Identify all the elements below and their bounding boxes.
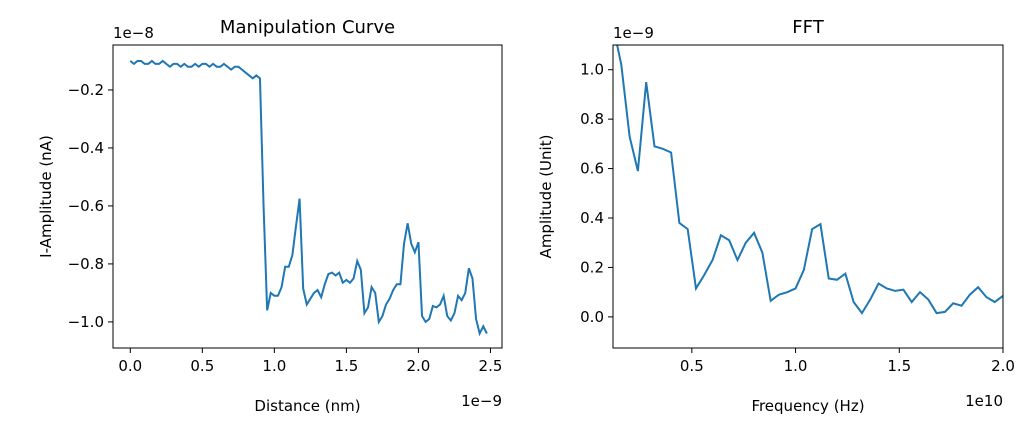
x-tick-label: 2.0 xyxy=(407,357,431,375)
y-tick-label: 0.4 xyxy=(580,209,604,227)
y-tick-label: 0.2 xyxy=(580,258,604,276)
y-tick-label: −1.0 xyxy=(68,313,104,331)
y-tick-label: −0.2 xyxy=(68,81,104,99)
x-axis-label: Distance (nm) xyxy=(254,397,360,415)
x-axis-label: Frequency (Hz) xyxy=(751,397,864,415)
x-tick-label: 1.5 xyxy=(334,357,358,375)
data-line xyxy=(129,59,488,337)
x-tick-label: 2.5 xyxy=(479,357,503,375)
y-tick-label: −0.8 xyxy=(68,255,104,273)
axes-frame xyxy=(112,44,503,349)
y-tick-label: 1.0 xyxy=(580,61,604,79)
x-tick-label: 2.0 xyxy=(991,357,1015,375)
chart-title: Manipulation Curve xyxy=(220,17,395,38)
axes-frame xyxy=(612,44,1004,349)
x-tick-label: 0.0 xyxy=(118,357,142,375)
x-tick-label: 0.5 xyxy=(190,357,214,375)
y-tick-label: −0.4 xyxy=(68,139,104,157)
x-tick-label: 1.5 xyxy=(887,357,911,375)
x-offset-text: 1e10 xyxy=(965,392,1003,410)
data-line xyxy=(616,45,1003,315)
y-tick-label: 0.0 xyxy=(580,308,604,326)
y-tick-label: 0.6 xyxy=(580,160,604,178)
y-tick-label: −0.6 xyxy=(68,197,104,215)
x-offset-text: 1e−9 xyxy=(461,392,502,410)
y-axis-label: I-Amplitude (nA) xyxy=(37,135,55,258)
x-tick-label: 1.0 xyxy=(784,357,808,375)
y-offset-text: 1e−9 xyxy=(613,24,654,42)
chart-title: FFT xyxy=(792,17,824,38)
y-offset-text: 1e−8 xyxy=(113,24,154,42)
x-tick-label: 0.5 xyxy=(680,357,704,375)
y-tick-label: 0.8 xyxy=(580,110,604,128)
x-tick-label: 1.0 xyxy=(262,357,286,375)
y-axis-label: Amplitude (Unit) xyxy=(537,135,555,259)
